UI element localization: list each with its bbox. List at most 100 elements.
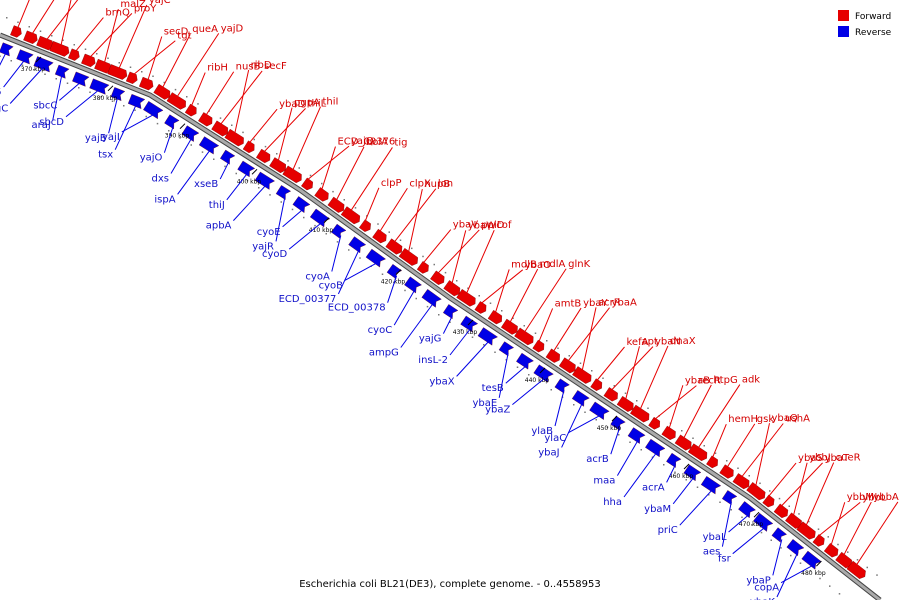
gene-nusb-forward-shape bbox=[198, 112, 213, 127]
leader-ybaq bbox=[755, 423, 770, 488]
gene-ppid-forward-shape bbox=[430, 270, 445, 285]
gene-hupb-forward-shape bbox=[398, 247, 418, 266]
gene-yajo-reverse bbox=[164, 114, 180, 130]
gene-clpp-forward bbox=[358, 219, 371, 232]
track-dot bbox=[242, 131, 244, 134]
track-dot bbox=[224, 165, 226, 168]
track-dot bbox=[291, 208, 294, 211]
leader-apba bbox=[233, 184, 267, 221]
label-insa-5: insA-5 bbox=[0, 87, 2, 98]
label-rdgc: rdgC bbox=[0, 103, 8, 114]
gene-pgpa-forward-shape bbox=[269, 157, 286, 174]
gene-yajc-forward-shape bbox=[107, 64, 128, 80]
track-dot bbox=[876, 574, 878, 576]
gene-aes-reverse-shape bbox=[721, 490, 738, 506]
gene-ribd-forward-shape bbox=[224, 128, 244, 147]
track-dot bbox=[494, 351, 496, 353]
track-dot bbox=[568, 355, 570, 357]
track-dot bbox=[377, 223, 379, 225]
label-ribd: ribD bbox=[251, 60, 272, 71]
label-mdla: mdlA bbox=[540, 259, 566, 270]
track-dot bbox=[557, 347, 559, 349]
gene-glnk-forward-shape bbox=[514, 327, 534, 346]
label-dnax: dnaX bbox=[670, 336, 696, 347]
track-dot bbox=[156, 122, 159, 125]
track-dot bbox=[685, 479, 687, 481]
gene-dxs-reverse-shape bbox=[181, 125, 200, 142]
track-dot bbox=[73, 44, 75, 46]
gene-proy-forward bbox=[81, 53, 96, 68]
gene-phor-forward bbox=[49, 41, 70, 57]
label-ybbl: ybbL bbox=[862, 492, 887, 503]
gene-yajg-reverse-shape bbox=[442, 304, 459, 320]
track-dot bbox=[141, 71, 143, 73]
gene-clpx-forward-shape bbox=[372, 228, 387, 244]
track-dot bbox=[856, 559, 859, 561]
gene-cyob-reverse bbox=[365, 248, 386, 268]
gene-hupb-forward bbox=[398, 247, 418, 266]
gene-yaji-reverse bbox=[143, 101, 164, 120]
gene-brnq-forward bbox=[68, 48, 80, 61]
label-apba: apbA bbox=[206, 221, 232, 232]
label-yajq: yajQ bbox=[351, 136, 374, 147]
track-dot bbox=[51, 35, 53, 37]
label-cyod: cyoD bbox=[262, 249, 288, 260]
gene-ybaa-forward bbox=[558, 357, 576, 374]
leader-yajr bbox=[275, 196, 286, 242]
track-dot bbox=[726, 460, 728, 462]
gene-acra-reverse bbox=[666, 452, 682, 468]
gene-ybaj-reverse bbox=[571, 390, 590, 407]
track-dot bbox=[456, 280, 458, 282]
tick-6 bbox=[467, 319, 474, 326]
label-pgpa: pgpA bbox=[294, 98, 320, 109]
gene-yajf-forward bbox=[23, 30, 38, 44]
track-dot bbox=[179, 137, 181, 139]
leader-malz bbox=[103, 9, 119, 64]
label-acrb: acrB bbox=[586, 454, 609, 465]
track-dot bbox=[309, 174, 312, 177]
track-dot bbox=[534, 332, 537, 334]
leader-ybbm bbox=[830, 502, 846, 547]
leader-ribd bbox=[234, 69, 250, 135]
gene-ybax-reverse bbox=[477, 327, 498, 346]
gene-ylac-reverse-shape bbox=[589, 401, 610, 420]
track-dot bbox=[28, 26, 30, 28]
gene-ecd-00377-reverse bbox=[348, 236, 367, 254]
gene-fsr-reverse bbox=[753, 512, 774, 532]
gene-ecd-00376-forward-shape bbox=[314, 187, 329, 202]
tick-label-480-kbp: 480 kbp bbox=[801, 570, 826, 577]
label-tgt: tgt bbox=[177, 31, 191, 42]
tick-4 bbox=[323, 217, 330, 224]
leader-proy bbox=[89, 13, 133, 58]
leader-gsk bbox=[726, 423, 756, 469]
track-dot bbox=[837, 543, 839, 546]
track-dot bbox=[798, 513, 800, 515]
gene-ybaq-forward-shape bbox=[746, 482, 766, 501]
label-secf: secF bbox=[264, 61, 287, 72]
gene-tsx-reverse bbox=[127, 94, 146, 109]
label-yajg: yajG bbox=[419, 334, 442, 345]
track-dot bbox=[348, 249, 350, 251]
label-proy: proY bbox=[134, 3, 157, 14]
gene-ybam-reverse-shape bbox=[683, 464, 702, 482]
track-dot bbox=[10, 60, 12, 62]
track-dot bbox=[111, 100, 114, 102]
gene-yajc-forward bbox=[107, 64, 128, 80]
label-ybaw: ybaW bbox=[468, 220, 496, 231]
gene-lon-forward-shape bbox=[385, 238, 403, 255]
leader-pric bbox=[679, 488, 714, 526]
leader-ybam bbox=[672, 476, 695, 505]
label-ybao: ybaO bbox=[525, 260, 551, 271]
track-dot bbox=[17, 21, 19, 23]
gene-ppid-forward bbox=[430, 270, 445, 285]
tick-label-410-kbp: 410 kbp bbox=[309, 227, 334, 234]
leader-maa bbox=[616, 439, 639, 476]
gene-ybav-forward-shape bbox=[416, 261, 429, 274]
gene-sbcc-reverse-shape bbox=[72, 71, 90, 87]
gene-ybal-reverse bbox=[738, 501, 756, 519]
track-dot bbox=[332, 190, 334, 193]
gene-adk-forward bbox=[687, 443, 708, 461]
leader-rdgc bbox=[9, 67, 44, 104]
label-hha: hha bbox=[603, 497, 622, 508]
